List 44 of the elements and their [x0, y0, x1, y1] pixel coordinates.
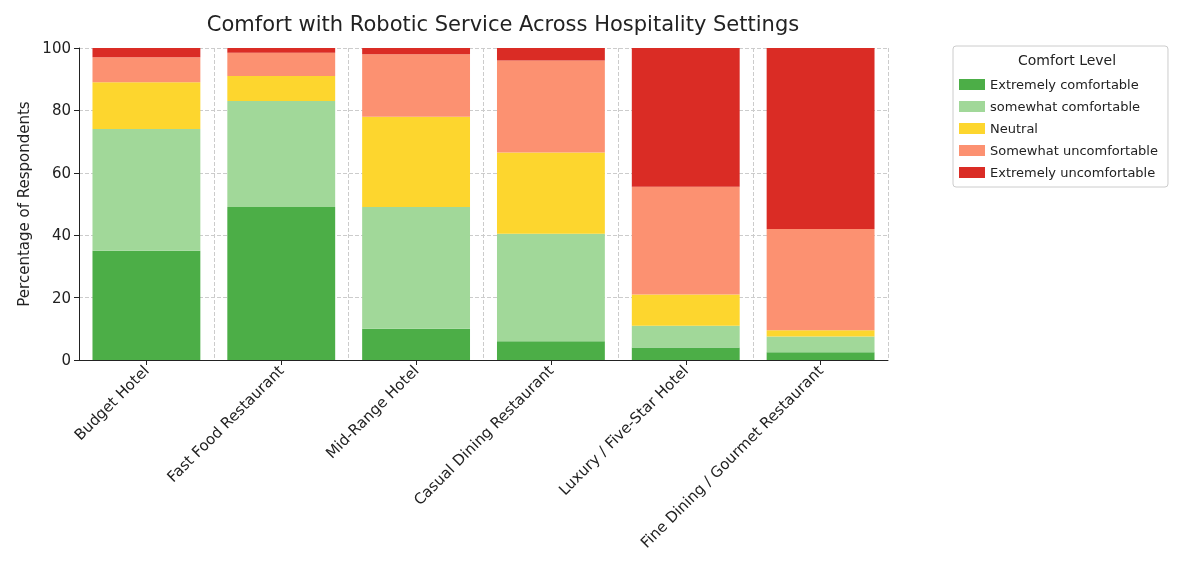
- bar: [92, 57, 201, 83]
- chart-title: Comfort with Robotic Service Across Hospitality Settings: [206, 11, 800, 36]
- bar: [631, 347, 740, 360]
- y-tick-label: 100: [42, 39, 71, 57]
- bar: [631, 294, 740, 326]
- bar: [362, 54, 471, 117]
- bar: [766, 336, 875, 353]
- y-tick-label: 60: [51, 163, 71, 182]
- bar: [227, 76, 336, 102]
- bar: [227, 52, 336, 77]
- bar: [92, 129, 201, 251]
- bar: [92, 48, 201, 58]
- bar: [766, 330, 875, 337]
- bar: [227, 207, 336, 360]
- legend-label: somewhat comfortable: [990, 99, 1141, 114]
- legend-title: Comfort Level: [1018, 52, 1117, 68]
- legend-label: Extremely uncomfortable: [990, 165, 1156, 180]
- y-tick-label: 0: [61, 351, 71, 369]
- bar: [496, 60, 605, 153]
- y-axis-title: Percentage of Respondents: [14, 101, 33, 307]
- legend-label: Extremely comfortable: [990, 77, 1139, 92]
- bar: [496, 48, 605, 61]
- y-tick-label: 80: [51, 101, 71, 120]
- bar: [496, 341, 605, 360]
- y-tick-label: 40: [51, 226, 71, 245]
- bar: [496, 233, 605, 342]
- bar: [362, 48, 471, 55]
- bar: [766, 352, 875, 360]
- bar: [631, 186, 740, 295]
- bar: [766, 228, 875, 331]
- bar: [766, 48, 875, 229]
- bar: [92, 82, 201, 130]
- bar: [362, 207, 471, 329]
- bar: [631, 325, 740, 348]
- bar: [631, 48, 740, 187]
- bar: [92, 250, 201, 360]
- bar: [362, 328, 471, 360]
- bar: [362, 116, 471, 208]
- legend-label: Neutral: [990, 121, 1038, 136]
- legend-label: Somewhat uncomfortable: [990, 143, 1158, 158]
- bar: [227, 101, 336, 208]
- bar: [496, 152, 605, 234]
- bar: [227, 48, 336, 53]
- y-tick-label: 20: [51, 288, 71, 307]
